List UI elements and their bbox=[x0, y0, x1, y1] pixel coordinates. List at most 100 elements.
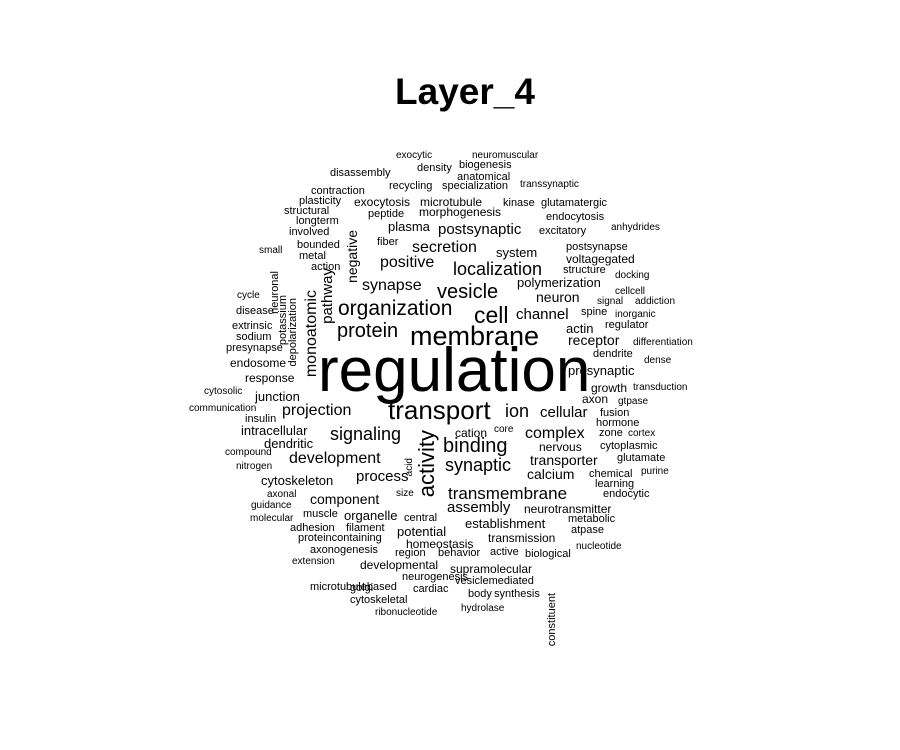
word-102: adhesion bbox=[290, 522, 335, 534]
word-84: cytoplasmic bbox=[600, 440, 658, 452]
word-66: fiber bbox=[377, 236, 399, 248]
word-41: establishment bbox=[465, 516, 546, 531]
word-61: postsynapse bbox=[566, 241, 628, 253]
word-65: structure bbox=[563, 264, 606, 276]
word-122: acid bbox=[404, 458, 415, 477]
word-115: structural bbox=[284, 205, 330, 217]
word-133: dense bbox=[644, 355, 672, 366]
word-124: neuromuscular bbox=[472, 150, 539, 161]
word-73: kinase bbox=[503, 197, 535, 209]
word-116: longterm bbox=[296, 215, 339, 227]
word-63: spine bbox=[581, 306, 608, 318]
word-90: atpase bbox=[571, 524, 605, 536]
word-83: fusion bbox=[600, 407, 630, 419]
word-15: secretion bbox=[412, 239, 477, 256]
word-0: regulation bbox=[318, 336, 591, 405]
word-97: synthesis bbox=[494, 588, 540, 600]
word-11: localization bbox=[453, 259, 543, 279]
word-86: chemical bbox=[589, 468, 633, 480]
word-85: glutamate bbox=[617, 452, 666, 464]
word-1: transport bbox=[388, 395, 491, 425]
word-70: density bbox=[417, 162, 452, 174]
word-21: process bbox=[356, 468, 409, 485]
word-38: cytoskeleton bbox=[261, 473, 334, 488]
word-50: microtubule bbox=[420, 195, 483, 209]
word-112: presynapse bbox=[226, 342, 283, 354]
word-27: component bbox=[310, 491, 380, 507]
word-111: sodium bbox=[236, 331, 272, 343]
word-99: cardiac bbox=[413, 583, 449, 595]
word-23: postsynaptic bbox=[438, 221, 522, 238]
word-144: communication bbox=[189, 403, 257, 414]
word-43: presynaptic bbox=[568, 363, 635, 378]
word-150: extension bbox=[292, 556, 335, 567]
word-142: cycle bbox=[237, 290, 260, 301]
word-101: filament bbox=[346, 522, 385, 534]
word-6: binding bbox=[443, 435, 508, 457]
word-145: compound bbox=[225, 447, 272, 458]
word-57: axon bbox=[582, 392, 609, 406]
word-125: transsynaptic bbox=[520, 179, 579, 190]
word-39: junction bbox=[255, 389, 300, 404]
word-29: calcium bbox=[527, 466, 575, 482]
word-46: transmission bbox=[488, 531, 556, 545]
word-9: signaling bbox=[330, 424, 402, 444]
word-152: hydrolase bbox=[461, 603, 505, 614]
word-33: polymerization bbox=[517, 275, 601, 290]
word-71: biogenesis bbox=[459, 159, 512, 171]
word-69: specialization bbox=[442, 180, 509, 192]
word-117: involved bbox=[289, 226, 330, 238]
word-146: nitrogen bbox=[236, 461, 273, 472]
word-3: cell bbox=[474, 302, 509, 328]
word-60: excitatory bbox=[539, 225, 587, 237]
word-87: learning bbox=[595, 478, 635, 490]
word-67: peptide bbox=[368, 208, 405, 220]
word-44: potential bbox=[397, 524, 447, 539]
word-131: inorganic bbox=[615, 309, 656, 320]
word-64: regulator bbox=[605, 319, 649, 331]
word-110: extrinsic bbox=[232, 320, 273, 332]
word-4: activity bbox=[414, 430, 439, 498]
word-88: endocytic bbox=[603, 488, 650, 500]
word-75: endocytosis bbox=[546, 211, 605, 223]
word-34: plasma bbox=[388, 219, 430, 234]
word-91: active bbox=[490, 546, 519, 558]
word-40: organelle bbox=[344, 508, 398, 523]
word-92: biological bbox=[525, 548, 571, 560]
word-10: synaptic bbox=[445, 455, 512, 475]
word-54: exocytosis bbox=[354, 195, 411, 209]
word-18: development bbox=[289, 450, 381, 467]
word-28: neuron bbox=[536, 289, 580, 305]
word-32: transporter bbox=[530, 452, 598, 468]
word-62: dendrite bbox=[593, 348, 633, 360]
word-81: hormone bbox=[596, 417, 640, 429]
word-126: anhydrides bbox=[611, 222, 660, 233]
word-51: morphogenesis bbox=[419, 205, 502, 219]
word-12: ion bbox=[505, 401, 530, 421]
word-109: insulin bbox=[245, 413, 277, 425]
word-98: body bbox=[468, 588, 492, 600]
word-31: receptor bbox=[568, 332, 620, 348]
word-121: constituent bbox=[546, 593, 558, 647]
word-100: golgi bbox=[350, 582, 374, 594]
word-76: disassembly bbox=[330, 167, 391, 179]
word-74: glutamatergic bbox=[541, 197, 608, 209]
word-118: depolarization bbox=[287, 298, 299, 367]
word-113: disease bbox=[236, 305, 274, 317]
word-36: intracellular bbox=[241, 423, 308, 438]
word-134: transduction bbox=[633, 382, 688, 393]
word-26: assembly bbox=[447, 499, 511, 516]
word-149: molecular bbox=[250, 513, 294, 524]
word-13: transmembrane bbox=[448, 484, 568, 503]
word-128: cellcell bbox=[615, 286, 646, 297]
word-47: neurotransmitter bbox=[524, 502, 612, 516]
word-53: supramolecular bbox=[450, 562, 533, 576]
word-19: complex bbox=[525, 425, 585, 442]
word-49: nervous bbox=[539, 440, 582, 454]
word-140: size bbox=[396, 488, 414, 499]
word-16: synapse bbox=[362, 277, 422, 294]
word-95: neurogenesis bbox=[402, 571, 469, 583]
word-96: vesiclemediated bbox=[455, 575, 534, 587]
word-108: microtubulebased bbox=[310, 581, 397, 593]
word-132: differentiation bbox=[633, 337, 693, 348]
